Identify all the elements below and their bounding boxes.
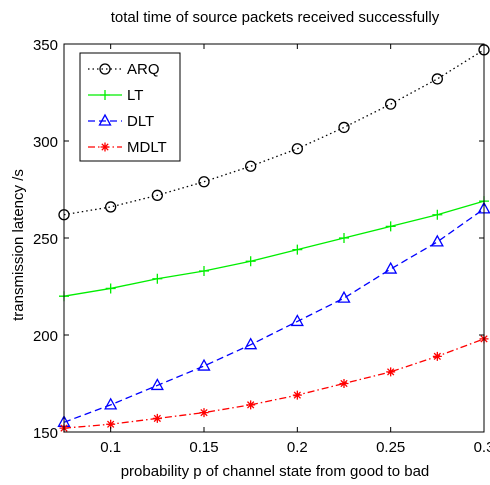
data-point-dlt [430,234,444,247]
data-point-dlt [197,358,211,371]
data-point-arq [245,160,257,172]
legend-box [79,52,181,162]
series-lt [59,196,489,302]
data-point-arq [151,189,163,201]
x-axis-label: probability p of channel state from good… [121,463,430,480]
legend-items: ARQ LT DLT MDLT [88,61,167,156]
data-point-dlt [244,337,258,350]
data-point-lt [292,244,303,255]
series-line-dlt [63,208,485,423]
data-point-lt [339,233,349,243]
data-point-arq [338,121,350,134]
y-tick-label: 350 [33,37,58,54]
legend-label-dlt: DLT [127,113,154,130]
x-tick-label: 0.3 [474,439,490,456]
y-tick-label: 250 [33,231,58,248]
data-point-mdlt [432,351,442,361]
legend-marker-arq [99,63,111,75]
legend-item-dlt: DLT [88,113,154,130]
y-tick-label: 150 [33,425,58,442]
data-point-mdlt [339,379,349,388]
legend-item-arq: ARQ [88,61,160,78]
data-point-lt [245,256,256,267]
legend-label-mdlt: MDLT [127,139,167,156]
data-point-lt [432,209,443,220]
x-tick-label: 0.1 [100,439,121,456]
legend-marker-lt [100,90,110,100]
series-arq [58,44,490,221]
data-point-lt [152,273,163,284]
legend-marker-dlt [98,113,112,126]
data-point-dlt [384,261,398,274]
legend-label-arq: ARQ [127,61,160,78]
legend: ARQ LT DLT MDLT [79,52,181,162]
series-dlt [57,201,490,427]
data-point-dlt [104,397,118,410]
data-point-arq [198,176,210,188]
y-tick-label: 200 [33,328,58,345]
data-point-lt [105,283,116,294]
legend-marker-mdlt [100,142,110,152]
data-point-arq [431,73,443,85]
data-point-mdlt [246,400,256,410]
data-point-dlt [337,290,351,303]
data-point-mdlt [386,367,396,377]
series-line-lt [63,200,485,297]
legend-item-mdlt: MDLT [88,139,167,156]
x-tick-label: 0.15 [189,439,218,456]
data-point-mdlt [199,408,209,418]
data-point-arq [385,98,397,110]
data-point-lt [199,265,209,276]
legend-item-lt: LT [88,87,143,104]
data-point-mdlt [292,390,302,400]
x-tick-label: 0.2 [287,439,308,456]
plot-frame [63,43,485,433]
data-point-mdlt [106,419,116,429]
data-point-mdlt [152,413,162,423]
data-point-arq [291,143,303,155]
y-axis-label: transmission latency /s [10,169,27,321]
y-tick-label: 300 [33,134,58,151]
legend-label-lt: LT [127,87,143,104]
ticks-layer: 0.1 0.15 0.2 0.25 0.3 150 200 250 300 350 [33,37,490,456]
chart-title: total time of source packets received su… [111,9,440,26]
data-point-lt [385,221,396,232]
data-point-arq [105,201,117,213]
data-point-dlt [150,378,164,391]
x-tick-label: 0.25 [376,439,405,456]
data-point-dlt [290,314,304,327]
